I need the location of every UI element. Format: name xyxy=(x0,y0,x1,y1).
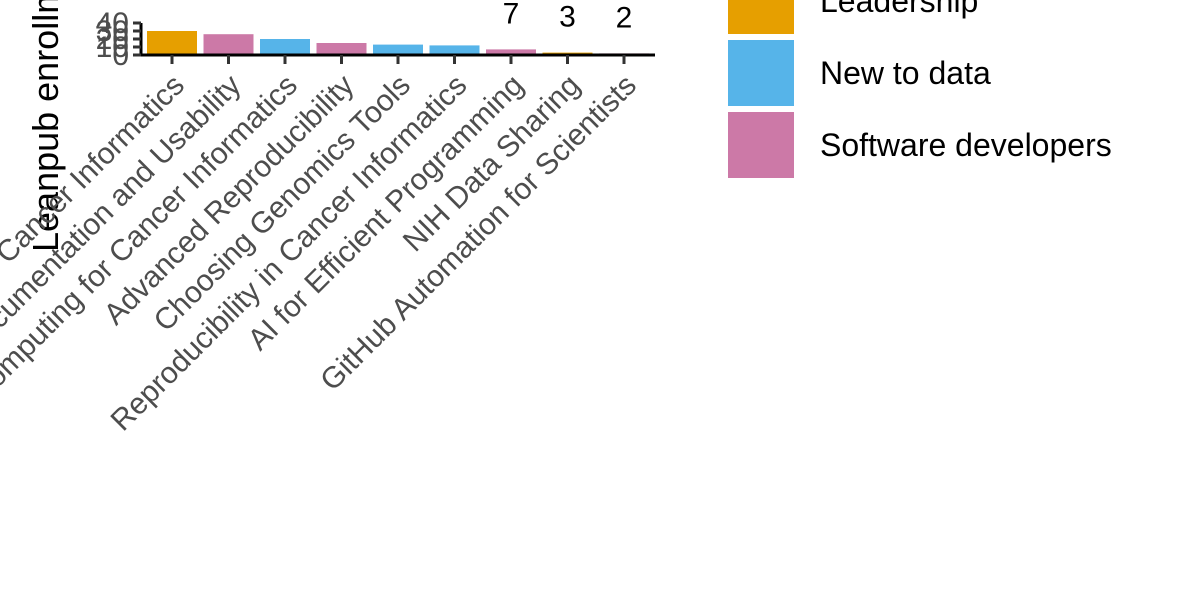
bar-4 xyxy=(316,43,367,55)
bar-1 xyxy=(147,31,197,55)
legend-key xyxy=(728,112,794,178)
bar-6 xyxy=(429,45,480,55)
x-axis: Data Management and Sharing for Cancer I… xyxy=(0,53,655,600)
legend: Leadership New to data Software developers xyxy=(728,0,1112,178)
data-label: 2 xyxy=(616,1,633,34)
y-axis-title: Leanpub enrollments xyxy=(25,0,66,252)
data-labels-group: 7 3 2 xyxy=(503,0,633,34)
legend-label: New to data xyxy=(820,55,991,91)
data-label: 7 xyxy=(503,0,520,30)
legend-key xyxy=(728,40,794,106)
legend-label: Leadership xyxy=(820,0,978,19)
legend-label: Software developers xyxy=(820,127,1112,163)
y-tick-label: 0 xyxy=(112,39,129,72)
legend-key xyxy=(728,0,794,34)
y-tick-label: 10 xyxy=(96,31,129,64)
bar-7 xyxy=(486,49,536,55)
bars-group xyxy=(147,31,649,55)
y-tick-label: 30 xyxy=(96,15,129,48)
data-label: 3 xyxy=(559,1,576,34)
bar-5 xyxy=(373,44,423,55)
y-tick-label: 20 xyxy=(96,23,129,56)
bar-3 xyxy=(260,39,310,55)
bar-2 xyxy=(203,34,254,55)
y-tick-label: 40 xyxy=(96,7,129,40)
